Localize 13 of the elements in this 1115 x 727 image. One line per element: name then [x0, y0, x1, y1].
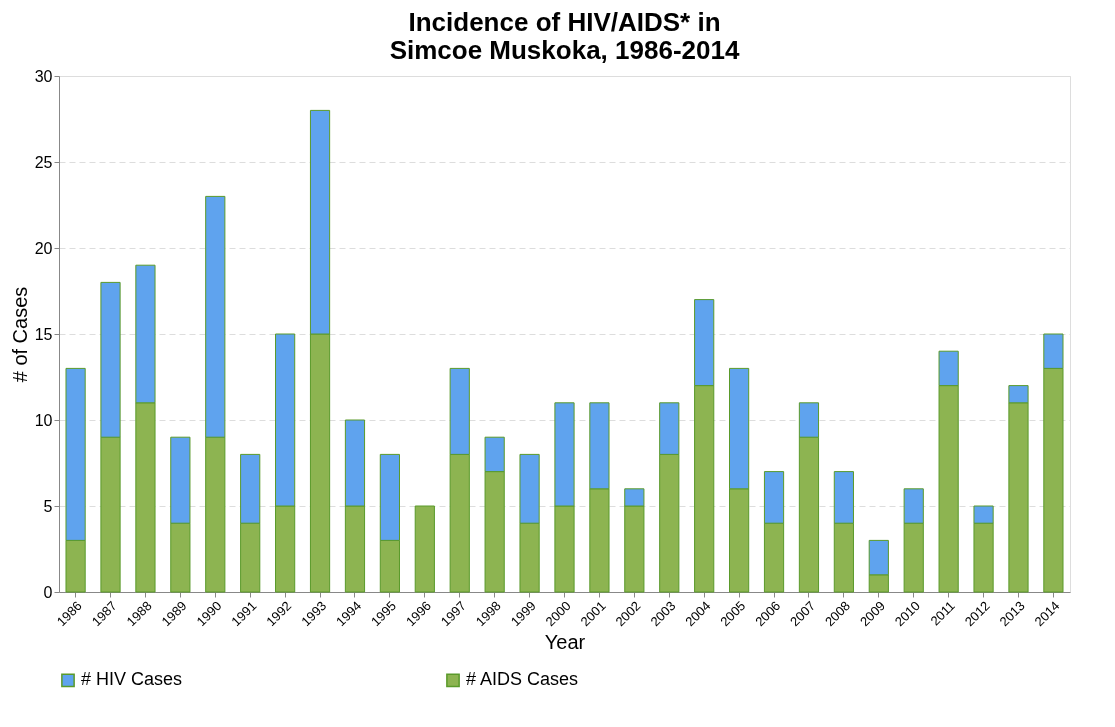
- legend-label: # AIDS Cases: [466, 669, 579, 690]
- y-tick-label: 10: [34, 411, 53, 429]
- y-axis-title: # of Cases: [8, 286, 31, 383]
- x-axis-title: Year: [544, 631, 586, 654]
- chart-title: Incidence of HIV/AIDS* in Simcoe Muskoka, 1986-2014: [389, 7, 740, 65]
- legend-label: # HIV Cases: [81, 669, 183, 690]
- bar: [414, 505, 435, 593]
- y-tick-label: 20: [34, 239, 53, 257]
- y-tick-label: 0: [43, 583, 53, 601]
- y-tick-label: 15: [34, 325, 53, 343]
- y-tick-label: 5: [43, 497, 53, 515]
- y-tick-label: 25: [34, 153, 53, 171]
- y-tick-label: 30: [34, 67, 53, 85]
